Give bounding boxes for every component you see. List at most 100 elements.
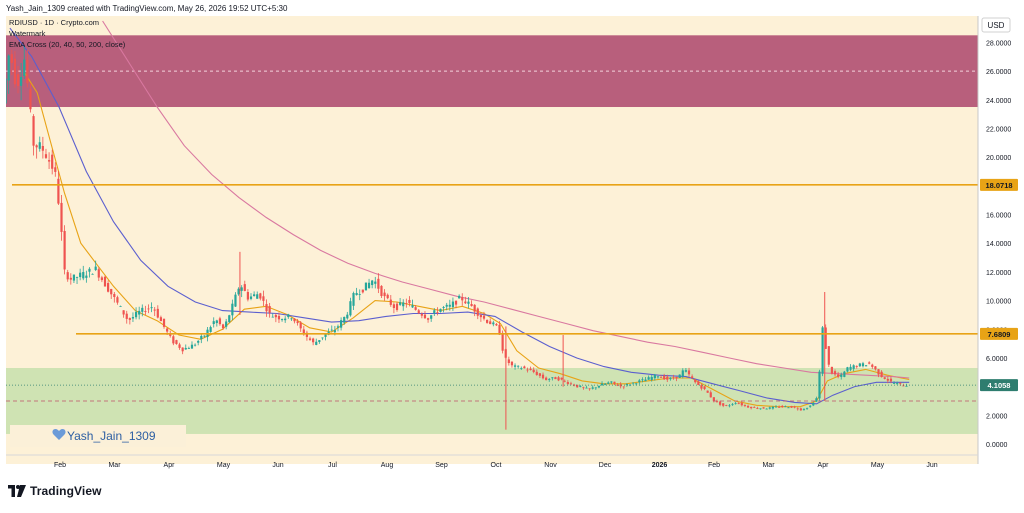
candle[interactable] (495, 323, 498, 327)
tradingview-brand[interactable]: TradingView (8, 484, 102, 498)
candle[interactable] (793, 405, 796, 409)
candle[interactable] (395, 301, 399, 312)
candle[interactable] (659, 375, 663, 378)
candle[interactable] (837, 371, 840, 379)
candle[interactable] (296, 319, 299, 326)
candle[interactable] (209, 325, 212, 333)
candle[interactable] (588, 388, 591, 391)
candle[interactable] (324, 334, 327, 341)
candle[interactable] (343, 316, 346, 325)
candle[interactable] (383, 289, 386, 301)
candle[interactable] (691, 374, 694, 379)
candle[interactable] (156, 305, 159, 319)
candle[interactable] (653, 373, 656, 381)
candle[interactable] (529, 366, 532, 371)
candle[interactable] (725, 404, 728, 407)
candle[interactable] (41, 136, 44, 159)
candle[interactable] (113, 292, 116, 303)
candle[interactable] (833, 369, 837, 377)
candle[interactable] (461, 293, 464, 306)
candle[interactable] (507, 356, 510, 366)
candle[interactable] (417, 308, 420, 315)
candle[interactable] (718, 400, 722, 407)
candle[interactable] (361, 289, 364, 294)
candle[interactable] (864, 365, 868, 367)
candle[interactable] (299, 321, 302, 332)
candle[interactable] (625, 383, 628, 387)
candle[interactable] (874, 365, 877, 371)
candle[interactable] (650, 374, 653, 382)
candle[interactable] (13, 51, 17, 88)
candle[interactable] (91, 273, 94, 275)
candle[interactable] (535, 369, 538, 376)
candle[interactable] (548, 377, 551, 382)
candle[interactable] (591, 385, 594, 390)
candle[interactable] (321, 337, 324, 341)
candle[interactable] (69, 273, 72, 285)
candle[interactable] (768, 406, 771, 410)
candle[interactable] (824, 324, 827, 349)
candle[interactable] (237, 287, 240, 296)
candle[interactable] (134, 307, 138, 320)
candle[interactable] (293, 318, 296, 324)
candle[interactable] (576, 384, 579, 388)
candle[interactable] (600, 381, 604, 386)
candle[interactable] (722, 403, 725, 408)
candle[interactable] (526, 367, 529, 373)
candle[interactable] (476, 307, 479, 320)
candle[interactable] (448, 299, 451, 311)
candle[interactable] (221, 323, 225, 331)
candle[interactable] (402, 299, 405, 311)
candle[interactable] (709, 390, 712, 398)
candle[interactable] (97, 267, 100, 281)
candle[interactable] (29, 82, 32, 113)
legend-symbol[interactable]: RDIUSD · 1D · Crypto.com (9, 18, 99, 27)
currency-box[interactable] (981, 17, 1011, 33)
candle[interactable] (190, 341, 194, 349)
candle[interactable] (538, 373, 542, 379)
candle[interactable] (138, 306, 141, 320)
candle[interactable] (228, 314, 231, 323)
candle[interactable] (172, 334, 175, 346)
candle[interactable] (271, 313, 274, 318)
candle[interactable] (423, 311, 427, 320)
candle[interactable] (125, 310, 128, 324)
candle[interactable] (638, 378, 641, 385)
candle[interactable] (852, 364, 855, 372)
candle[interactable] (513, 363, 517, 370)
candle[interactable] (470, 300, 473, 307)
candle[interactable] (771, 405, 774, 410)
candle[interactable] (464, 296, 467, 305)
candle[interactable] (54, 162, 57, 177)
candle[interactable] (32, 114, 35, 156)
candle[interactable] (563, 379, 566, 383)
candle[interactable] (830, 366, 834, 375)
candle[interactable] (762, 407, 765, 409)
candle[interactable] (116, 295, 119, 305)
candle[interactable] (858, 362, 861, 368)
candle[interactable] (225, 318, 228, 330)
candle[interactable] (628, 384, 632, 387)
candle[interactable] (374, 276, 377, 289)
candle[interactable] (408, 296, 411, 307)
candle[interactable] (579, 385, 582, 388)
candle[interactable] (622, 386, 625, 390)
candle[interactable] (694, 378, 697, 384)
candle[interactable] (790, 405, 793, 408)
candle[interactable] (787, 407, 790, 409)
candle[interactable] (740, 401, 743, 407)
candle[interactable] (35, 144, 38, 159)
candle[interactable] (815, 396, 818, 402)
candle[interactable] (197, 340, 200, 346)
candle[interactable] (669, 377, 672, 381)
candle[interactable] (268, 302, 271, 318)
candle[interactable] (72, 274, 76, 283)
candle[interactable] (827, 346, 830, 367)
candle[interactable] (700, 383, 703, 391)
candle[interactable] (259, 292, 262, 301)
candle[interactable] (799, 407, 802, 411)
candle[interactable] (100, 275, 103, 283)
candle[interactable] (405, 298, 408, 308)
candle[interactable] (82, 265, 85, 281)
